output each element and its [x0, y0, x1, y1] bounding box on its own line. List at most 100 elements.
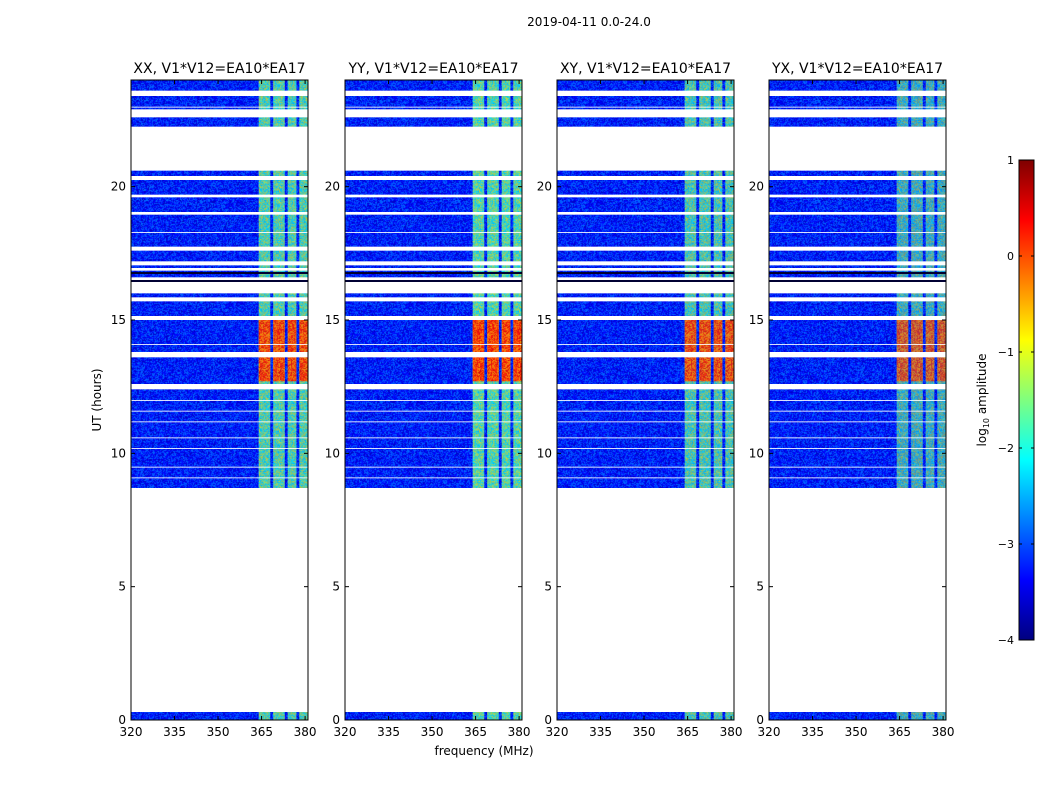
rfi-channel	[501, 712, 511, 720]
flagged-gap	[557, 268, 734, 271]
rfi-active	[699, 320, 711, 382]
flagged-gap	[345, 126, 522, 171]
flag-line	[769, 344, 946, 345]
flagged-gap	[345, 352, 522, 358]
flagged-gap	[769, 176, 946, 180]
flag-line	[131, 106, 308, 108]
panel-frame	[768, 79, 947, 721]
rfi-active	[487, 320, 499, 382]
edge-line	[345, 272, 522, 274]
rfi-channel	[299, 712, 308, 720]
edge-line	[131, 272, 308, 274]
panel-3: XY, V1*V12=EA10*EA17 320 335 350 365 380 0 5 10 1…	[537, 61, 743, 739]
flag-line	[557, 154, 734, 156]
figure-suptitle: 2019-04-11 0.0-24.0	[527, 15, 651, 29]
flagged-gap	[769, 384, 946, 390]
flag-line	[557, 232, 734, 233]
flag-line	[557, 466, 734, 468]
flag-line	[345, 232, 522, 233]
flagged-gap	[345, 268, 522, 271]
x-tick-label: 365	[250, 725, 273, 739]
y-tick-label: 10	[111, 446, 126, 460]
colorbar-tick-label: 0	[1007, 250, 1014, 263]
panel-heatmap	[131, 80, 308, 720]
rfi-channel	[258, 712, 271, 720]
flagged-gap	[131, 277, 308, 294]
flag-line	[131, 410, 308, 412]
y-tick-label: 10	[537, 446, 552, 460]
y-tick-label: 15	[749, 313, 764, 327]
rfi-active	[725, 320, 734, 382]
flag-line	[131, 421, 308, 423]
flagged-gap	[769, 109, 946, 118]
flagged-gap	[131, 194, 308, 198]
rfi-active	[925, 320, 935, 382]
flagged-gap	[769, 277, 946, 294]
flagged-gap	[345, 109, 522, 118]
colorbar-label-main: log	[975, 428, 989, 446]
panel-heatmap	[769, 80, 946, 720]
flagged-gap	[131, 352, 308, 358]
colorbar-label-sub: 10	[982, 418, 991, 428]
flagged-gap	[345, 261, 522, 266]
rfi-channel	[287, 712, 297, 720]
flag-line	[131, 232, 308, 233]
rfi-channel	[487, 712, 499, 720]
x-tick-label: 335	[589, 725, 612, 739]
flagged-gap	[131, 126, 308, 171]
x-tick-label: 380	[508, 725, 531, 739]
flagged-gap	[131, 109, 308, 118]
flagged-gap	[769, 297, 946, 302]
flagged-gap	[131, 261, 308, 266]
flagged-gap	[769, 316, 946, 320]
flagged-gap	[345, 194, 522, 198]
edge-line	[345, 280, 522, 282]
panel-frame	[556, 79, 735, 721]
rfi-active	[287, 320, 297, 382]
x-tick-label: 335	[377, 725, 400, 739]
flagged-gap	[131, 268, 308, 271]
flag-line	[557, 421, 734, 423]
flag-line	[345, 421, 522, 423]
flagged-gap	[769, 194, 946, 198]
flagged-gap	[557, 352, 734, 358]
flagged-gap	[557, 384, 734, 390]
colorbar-label-rest: amplitude	[975, 354, 989, 418]
edge-line	[131, 280, 308, 282]
rfi-channel	[472, 712, 485, 720]
colorbar-tick-label: −3	[998, 538, 1014, 551]
y-tick-label: 10	[325, 446, 340, 460]
flag-line	[345, 154, 522, 156]
edge-line	[769, 280, 946, 282]
panel-title: YY, V1*V12=EA10*EA17	[347, 61, 518, 77]
flagged-gap	[345, 384, 522, 390]
observed-segment	[345, 712, 522, 720]
flag-line	[345, 344, 522, 345]
flagged-gap	[557, 194, 734, 198]
colorbar-tick-label: −2	[998, 442, 1014, 455]
panel-frame	[130, 79, 309, 721]
flag-line	[557, 410, 734, 412]
rfi-channel	[937, 712, 946, 720]
x-tick-label: 380	[720, 725, 743, 739]
y-tick-label: 20	[111, 180, 126, 194]
flag-line	[557, 477, 734, 479]
flag-line	[345, 106, 522, 108]
x-tick-label: 335	[163, 725, 186, 739]
edge-line	[557, 272, 734, 274]
colorbar-tick-label: −1	[998, 346, 1014, 359]
y-tick-label: 0	[332, 713, 340, 727]
edge-line	[769, 272, 946, 274]
y-tick-label: 20	[325, 180, 340, 194]
rfi-active	[911, 320, 923, 382]
panel-title: XX, V1*V12=EA10*EA17	[133, 61, 305, 77]
panel-heatmap	[345, 80, 522, 720]
y-tick-label: 15	[537, 313, 552, 327]
x-tick-label: 380	[932, 725, 955, 739]
flag-line	[769, 466, 946, 468]
flagged-gap	[345, 176, 522, 180]
edge-line	[557, 280, 734, 282]
flag-line	[557, 106, 734, 108]
